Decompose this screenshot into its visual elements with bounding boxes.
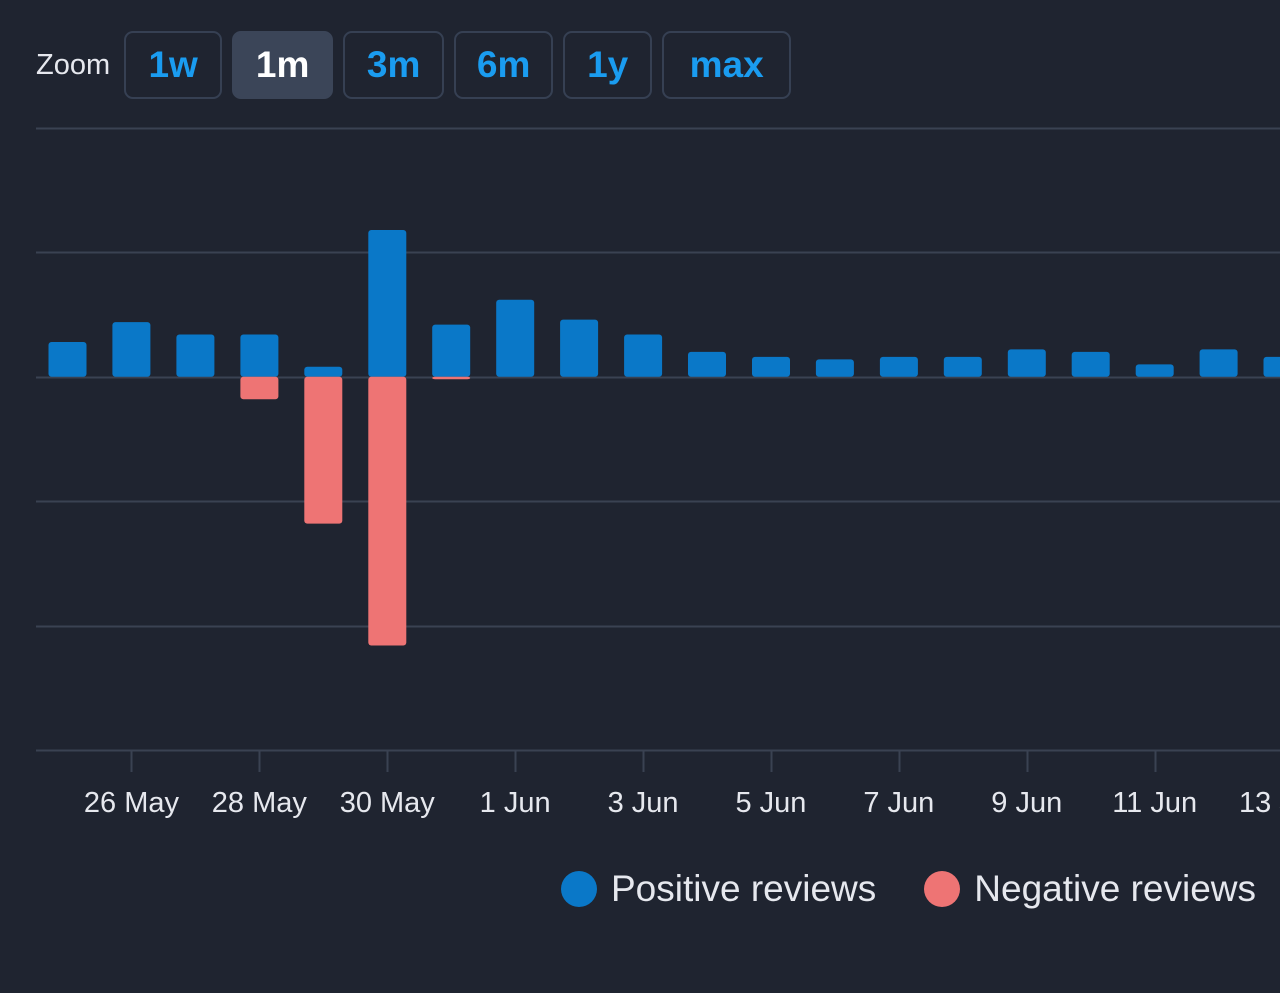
zoom-1y-button[interactable]: 1y [563,31,653,99]
positive-bar [304,366,343,377]
negative-bar [240,376,279,400]
positive-bar [879,356,918,377]
positive-bar [752,356,790,377]
positive-bar [1135,364,1174,377]
x-tick-label: 30 May [340,787,436,819]
positive-bar [368,230,407,377]
chart-legend: Positive reviews Negative reviews [513,868,1256,910]
x-tick-label: 26 May [84,787,180,819]
x-tick-label: 7 Jun [863,787,934,819]
positive-bar [560,319,599,377]
positive-bar [432,324,471,377]
positive-bar [688,351,726,377]
positive-bar [943,356,982,377]
x-tick-label: 11 Jun [1112,787,1197,819]
x-tick-label: 13 Jun [1239,787,1280,819]
zoom-label: Zoom [36,48,111,81]
negative-bar [304,376,343,524]
positive-bar [815,359,854,377]
bar-chart: 26 May 28 May 30 May 1 Jun 3 Jun 5 Jun 7 Jun 9 … [36,127,1280,819]
positive-bar [48,342,87,377]
x-tick-label: 3 Jun [608,787,679,819]
zoom-1w-button[interactable]: 1w [124,31,223,99]
x-tick-label: 1 Jun [480,787,551,819]
zoom-max-button[interactable]: max [662,31,792,99]
positive-bar [1199,349,1238,377]
legend-negative-label: Negative reviews [974,868,1256,909]
positive-bar [176,334,215,377]
legend-negative[interactable]: Negative reviews [924,868,1256,910]
positive-bar [1263,356,1280,377]
zoom-3m-button[interactable]: 3m [343,31,445,99]
positive-bar [624,334,663,377]
x-tick-label: 5 Jun [735,787,806,819]
positive-bar [496,299,535,377]
legend-positive[interactable]: Positive reviews [561,868,876,910]
legend-positive-label: Positive reviews [611,868,877,909]
negative-bar [432,376,471,380]
zoom-6m-button[interactable]: 6m [454,31,554,99]
negative-bar [368,376,407,646]
zoom-1m-button[interactable]: 1m [232,31,334,99]
positive-bar [240,334,279,377]
positive-bar [1007,349,1046,377]
positive-bar [112,322,151,377]
legend-negative-dot [924,871,961,907]
zoom-bar: Zoom 1w 1m 3m 6m 1y max [36,31,801,99]
positive-bar [1071,351,1110,377]
x-tick-label: 9 Jun [991,787,1062,819]
x-tick-label: 28 May [212,787,308,819]
legend-positive-dot [561,871,597,907]
